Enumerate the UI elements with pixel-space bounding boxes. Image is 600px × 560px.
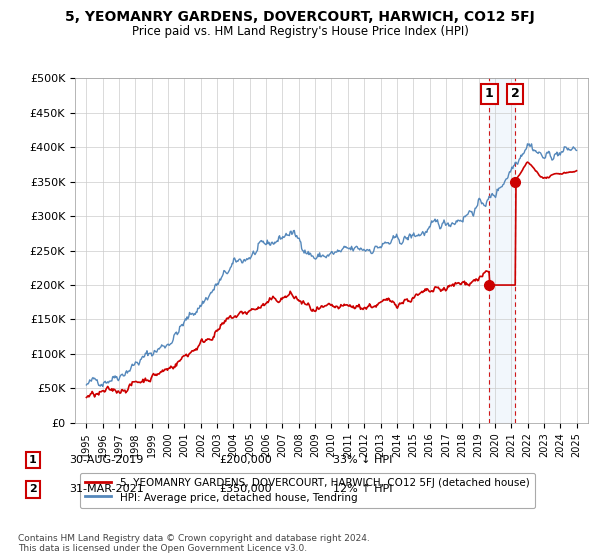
Text: 31-MAR-2021: 31-MAR-2021 bbox=[69, 484, 144, 494]
Text: £200,000: £200,000 bbox=[219, 455, 272, 465]
Legend: 5, YEOMANRY GARDENS, DOVERCOURT, HARWICH, CO12 5FJ (detached house), HPI: Averag: 5, YEOMANRY GARDENS, DOVERCOURT, HARWICH… bbox=[80, 473, 535, 508]
Text: Contains HM Land Registry data © Crown copyright and database right 2024.
This d: Contains HM Land Registry data © Crown c… bbox=[18, 534, 370, 553]
Bar bbox=[490, 78, 515, 423]
Text: Price paid vs. HM Land Registry's House Price Index (HPI): Price paid vs. HM Land Registry's House … bbox=[131, 25, 469, 38]
Text: 30-AUG-2019: 30-AUG-2019 bbox=[69, 455, 143, 465]
Text: 1: 1 bbox=[29, 455, 37, 465]
Text: 1: 1 bbox=[485, 87, 494, 100]
Text: 33% ↓ HPI: 33% ↓ HPI bbox=[333, 455, 392, 465]
Text: 2: 2 bbox=[29, 484, 37, 494]
Text: 2: 2 bbox=[511, 87, 520, 100]
Text: £350,000: £350,000 bbox=[219, 484, 272, 494]
Text: 12% ↑ HPI: 12% ↑ HPI bbox=[333, 484, 392, 494]
Text: 5, YEOMANRY GARDENS, DOVERCOURT, HARWICH, CO12 5FJ: 5, YEOMANRY GARDENS, DOVERCOURT, HARWICH… bbox=[65, 10, 535, 24]
